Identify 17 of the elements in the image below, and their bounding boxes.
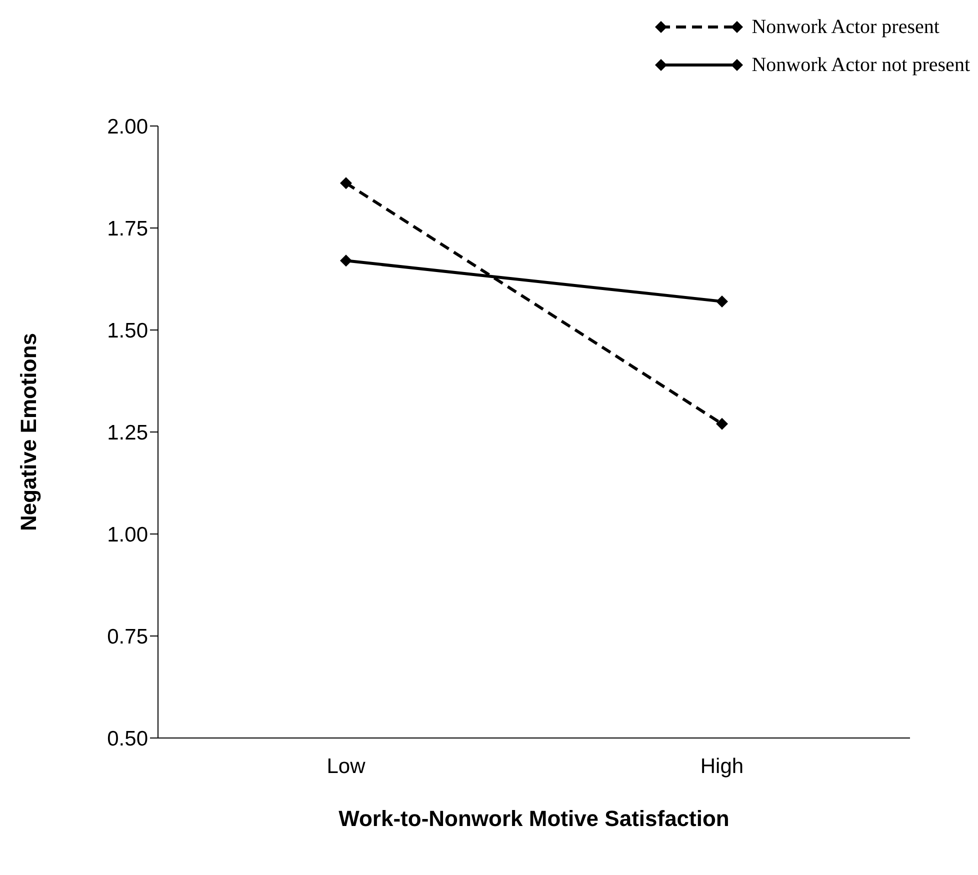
y-tick-label: 1.75 [107,217,148,240]
point [340,177,352,190]
point [716,418,728,430]
legend-label: Nonwork Actor not present [752,54,970,76]
legend-label: Nonwork Actor present [752,16,940,38]
y-tick-label: 0.50 [107,727,148,750]
y-tick-label: 2.00 [107,115,148,138]
y-tick-label: 1.25 [107,421,148,444]
x-axis-title: Work-to-Nonwork Motive Satisfaction [338,806,730,831]
y-tick-label: 1.50 [107,319,148,342]
y-tick-label: 1.00 [107,523,148,546]
x-tick-label: Low [326,754,366,778]
y-tick-label: 0.75 [107,625,148,648]
y-axis-title: Negative Emotions [16,332,41,532]
point [716,295,728,308]
x-tick-label: High [700,754,744,778]
point [340,254,352,267]
